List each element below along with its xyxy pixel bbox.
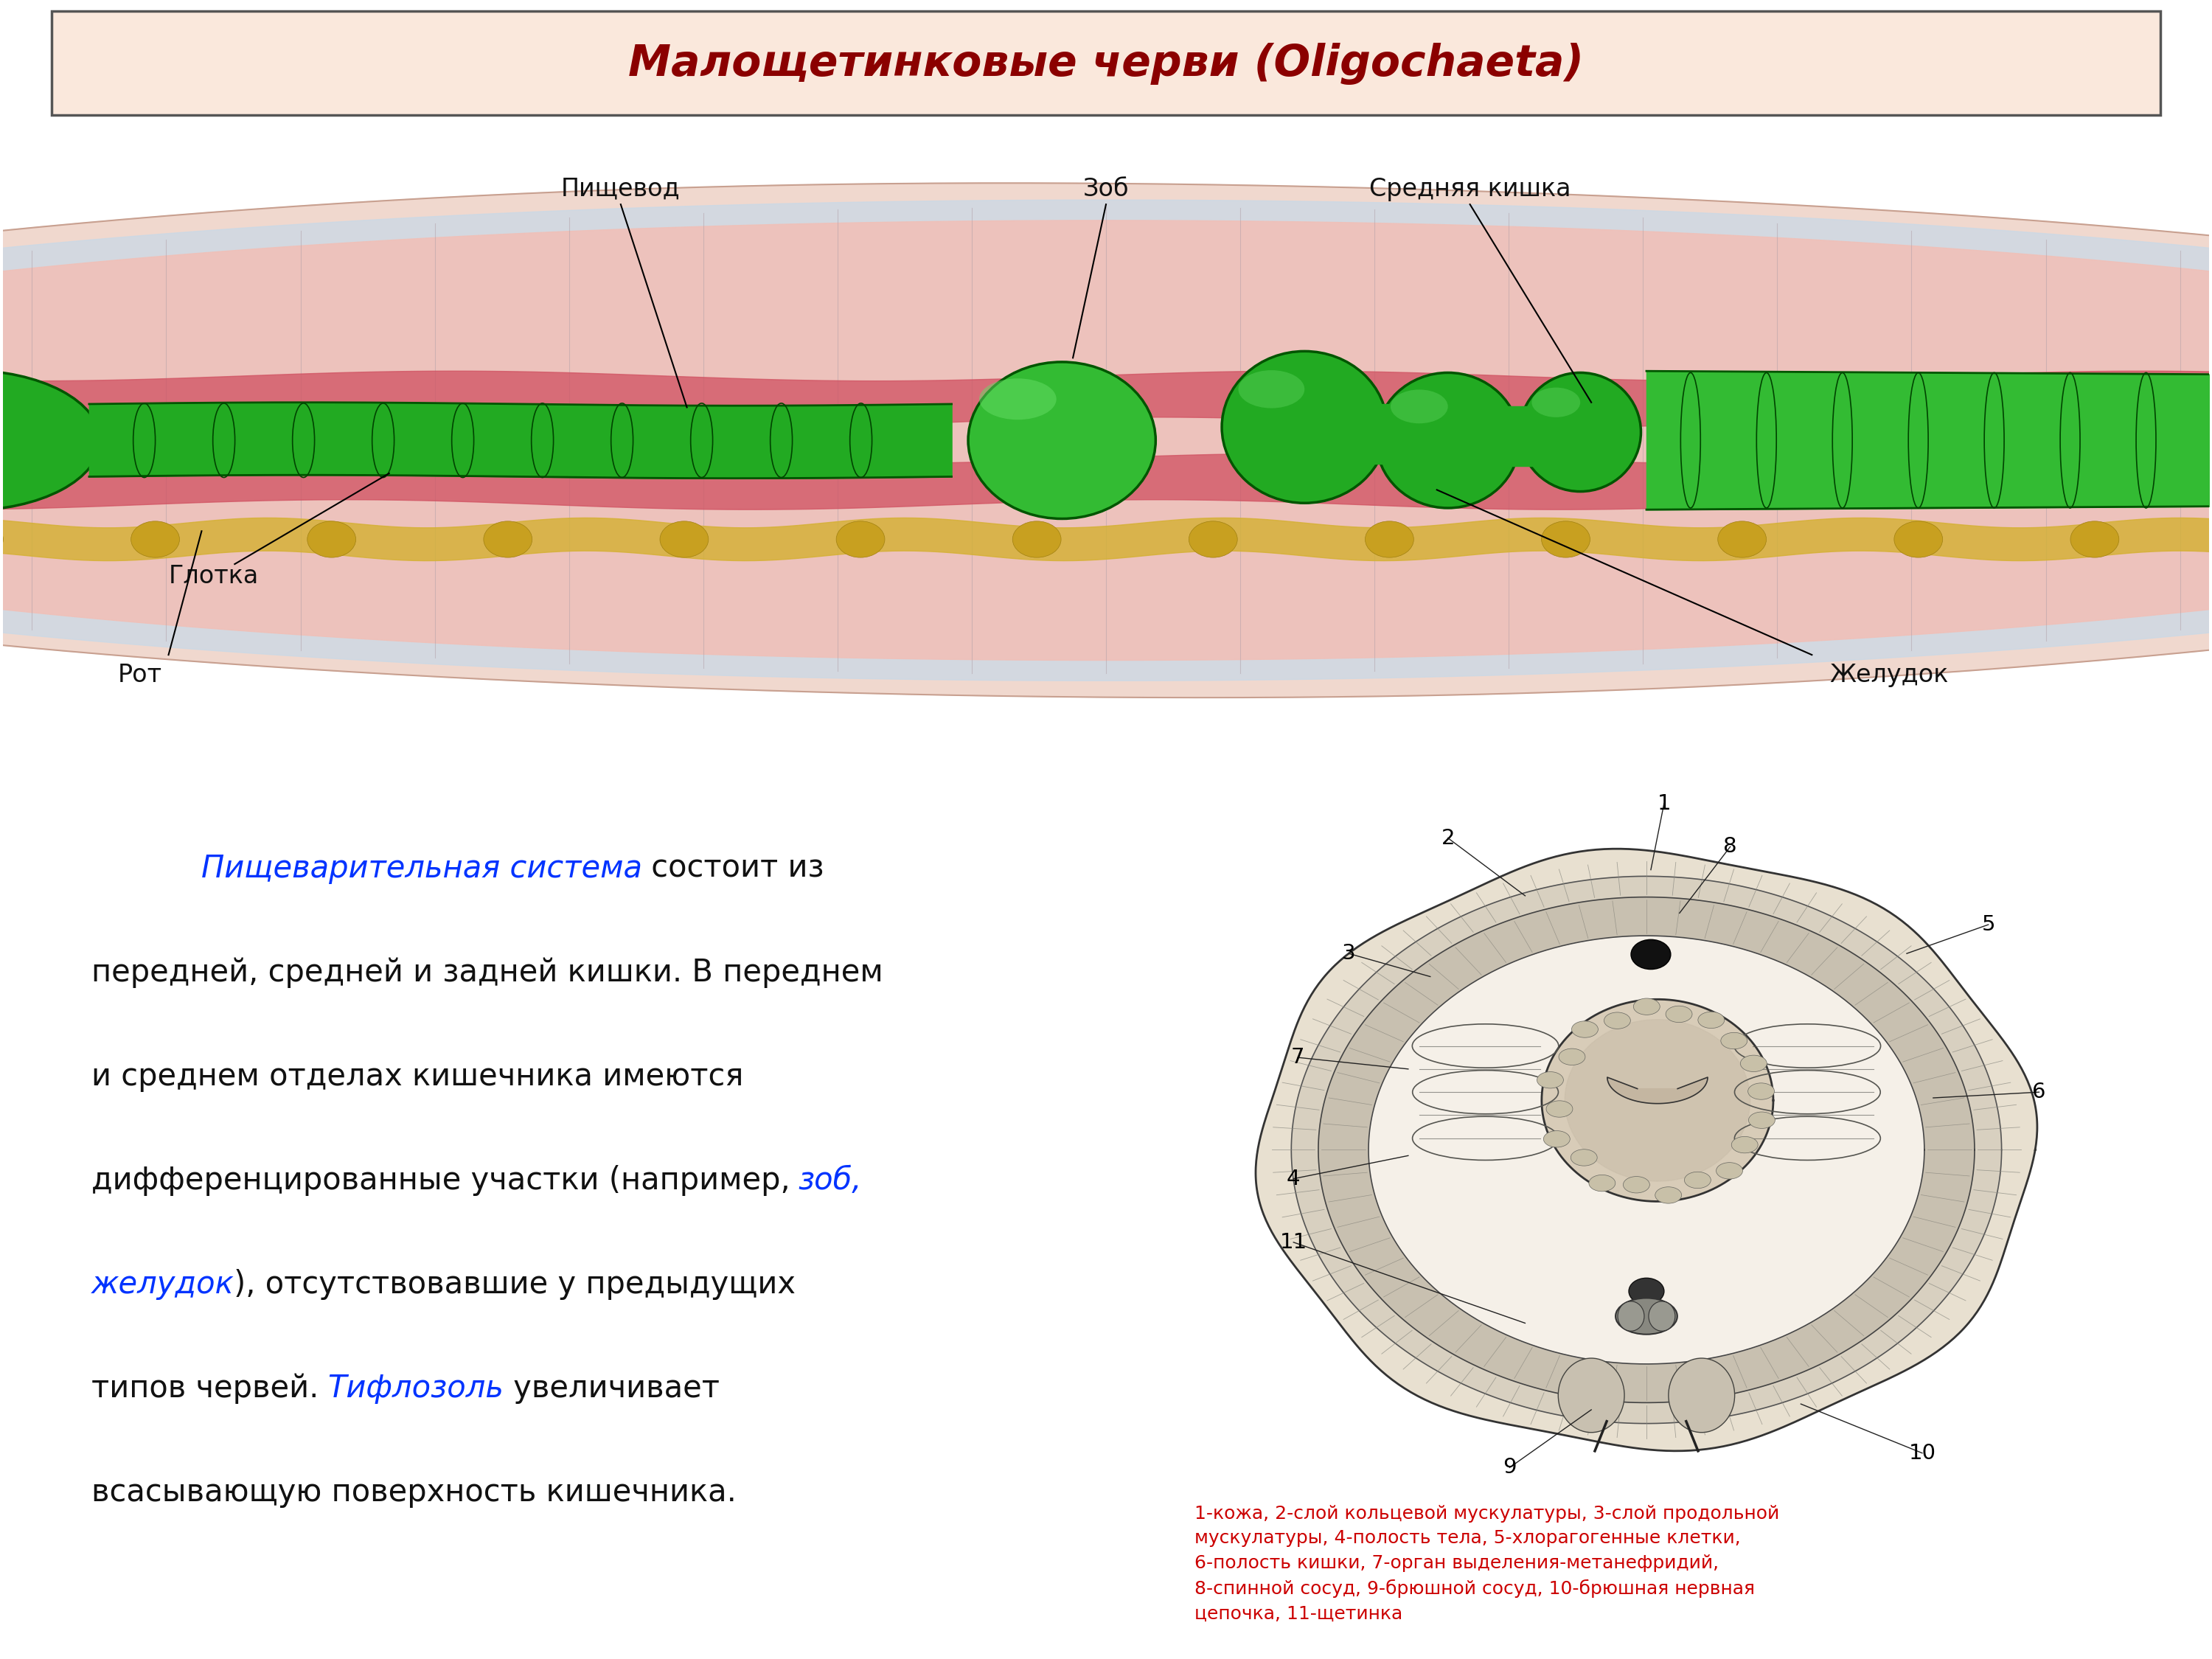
Ellipse shape: [1604, 1012, 1630, 1029]
Text: 10: 10: [1909, 1443, 1935, 1463]
Text: Рот: Рот: [117, 664, 161, 687]
Ellipse shape: [1376, 373, 1520, 508]
Text: Желудок: Желудок: [1829, 664, 1949, 687]
Ellipse shape: [1747, 1112, 1774, 1128]
Polygon shape: [1318, 898, 1975, 1402]
Polygon shape: [1542, 999, 1774, 1201]
Circle shape: [1628, 1277, 1663, 1304]
Ellipse shape: [1655, 1186, 1681, 1203]
Polygon shape: [1608, 1077, 1708, 1103]
Text: 1-кожа, 2-слой кольцевой мускулатуры, 3-слой продольной
мускулатуры, 4-полость т: 1-кожа, 2-слой кольцевой мускулатуры, 3-…: [1194, 1505, 1778, 1623]
Ellipse shape: [1391, 390, 1449, 423]
Ellipse shape: [1573, 1020, 1597, 1037]
Ellipse shape: [1893, 521, 1942, 557]
Ellipse shape: [0, 370, 100, 511]
Ellipse shape: [1559, 1048, 1586, 1065]
Text: Зоб: Зоб: [1084, 178, 1128, 201]
Ellipse shape: [307, 521, 356, 557]
Circle shape: [1630, 939, 1670, 969]
Ellipse shape: [1666, 1005, 1692, 1022]
Ellipse shape: [1617, 1301, 1644, 1331]
Text: 2: 2: [1440, 828, 1455, 848]
Text: 3: 3: [1343, 944, 1356, 964]
Text: передней, средней и задней кишки. В переднем: передней, средней и задней кишки. В пере…: [91, 957, 883, 987]
Text: Средняя кишка: Средняя кишка: [1369, 178, 1571, 201]
Polygon shape: [0, 182, 2212, 698]
Ellipse shape: [1668, 1359, 1734, 1432]
Ellipse shape: [1188, 521, 1237, 557]
Polygon shape: [1256, 849, 2037, 1452]
Text: Пищеварительная система: Пищеварительная система: [201, 853, 641, 884]
Polygon shape: [0, 221, 2212, 660]
Text: Глотка: Глотка: [168, 564, 259, 589]
Text: типов червей.: типов червей.: [91, 1372, 327, 1404]
Polygon shape: [1369, 936, 1924, 1364]
Text: увеличивает: увеличивает: [504, 1372, 719, 1404]
Ellipse shape: [2070, 521, 2119, 557]
Ellipse shape: [1239, 370, 1305, 408]
Text: 11: 11: [1281, 1233, 1307, 1253]
Text: всасывающую поверхность кишечника.: всасывающую поверхность кишечника.: [91, 1477, 737, 1508]
Ellipse shape: [1632, 999, 1659, 1015]
Ellipse shape: [1732, 1136, 1759, 1153]
Ellipse shape: [0, 521, 2, 557]
Ellipse shape: [1615, 1297, 1677, 1334]
Text: 7: 7: [1292, 1047, 1305, 1068]
Ellipse shape: [1699, 1012, 1725, 1029]
Text: ), отсутствовавшие у предыдущих: ), отсутствовавшие у предыдущих: [234, 1269, 796, 1299]
Text: состоит из: состоит из: [641, 853, 823, 884]
Ellipse shape: [1571, 1150, 1597, 1166]
Text: Пищевод: Пищевод: [562, 178, 681, 201]
Ellipse shape: [836, 521, 885, 557]
Ellipse shape: [484, 521, 533, 557]
Text: 6: 6: [2033, 1082, 2046, 1103]
Ellipse shape: [1624, 1176, 1650, 1193]
Text: желудок: желудок: [91, 1269, 234, 1299]
FancyBboxPatch shape: [51, 12, 2161, 114]
Ellipse shape: [980, 378, 1057, 420]
Text: и среднем отделах кишечника имеются: и среднем отделах кишечника имеются: [91, 1060, 743, 1092]
Ellipse shape: [1537, 1072, 1564, 1088]
Text: 1: 1: [1657, 793, 1670, 813]
Ellipse shape: [1546, 1100, 1573, 1117]
Text: дифференцированные участки (например,: дифференцированные участки (например,: [91, 1165, 801, 1196]
Ellipse shape: [1717, 1163, 1743, 1180]
Ellipse shape: [1544, 1131, 1571, 1148]
Ellipse shape: [969, 362, 1155, 519]
Ellipse shape: [1683, 1171, 1710, 1188]
Ellipse shape: [1719, 521, 1767, 557]
Ellipse shape: [1531, 388, 1579, 416]
Ellipse shape: [1542, 521, 1590, 557]
Text: 9: 9: [1502, 1457, 1517, 1478]
Ellipse shape: [1557, 1359, 1624, 1432]
Text: зоб,: зоб,: [799, 1165, 863, 1196]
Ellipse shape: [1221, 352, 1387, 503]
Ellipse shape: [1741, 1055, 1767, 1072]
Ellipse shape: [659, 521, 708, 557]
Text: 4: 4: [1287, 1168, 1301, 1190]
Polygon shape: [0, 201, 2212, 680]
Ellipse shape: [1520, 373, 1641, 491]
Text: Малощетинковые черви (Oligochaeta): Малощетинковые черви (Oligochaeta): [628, 43, 1584, 85]
Polygon shape: [1292, 876, 2002, 1423]
Ellipse shape: [131, 521, 179, 557]
Ellipse shape: [1721, 1032, 1747, 1048]
Text: Тифлозоль: Тифлозоль: [327, 1372, 504, 1404]
Text: 5: 5: [1982, 914, 1995, 936]
Ellipse shape: [1365, 521, 1413, 557]
Ellipse shape: [1648, 1301, 1674, 1331]
Text: 8: 8: [1723, 836, 1736, 858]
Polygon shape: [1564, 1020, 1750, 1181]
Ellipse shape: [1013, 521, 1062, 557]
Ellipse shape: [1588, 1175, 1615, 1191]
Ellipse shape: [1747, 1083, 1774, 1100]
